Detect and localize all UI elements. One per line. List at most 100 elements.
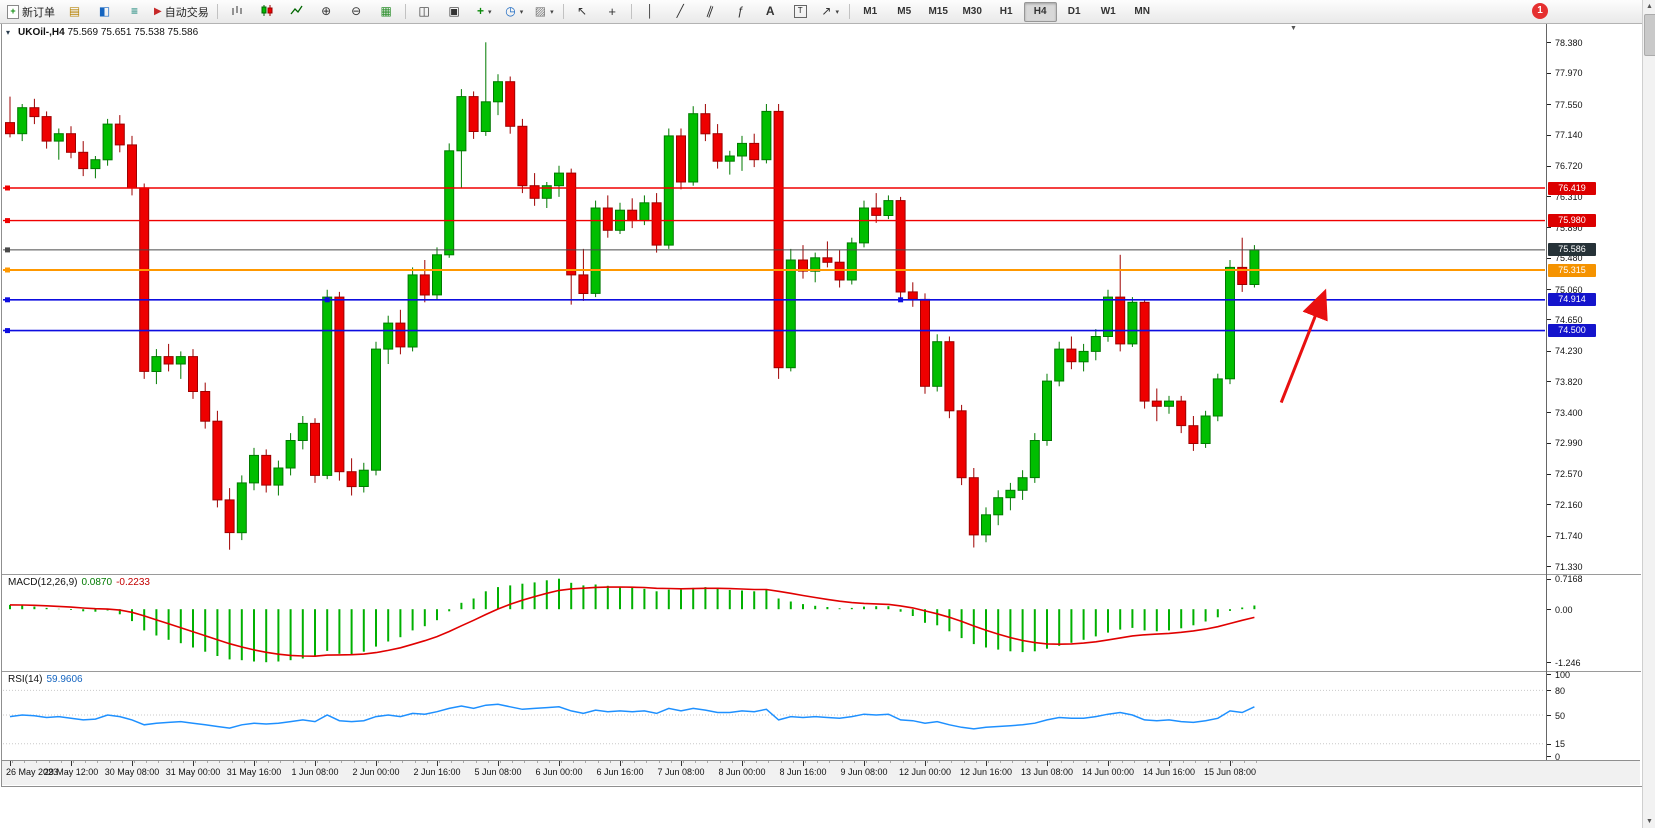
time-minor-tick xyxy=(353,761,355,763)
time-axis[interactable]: 26 May 2023 29 May 12:00 30 May 08:00 31 Ma… xyxy=(2,760,1640,785)
time-minor-tick xyxy=(902,761,904,763)
profiles-button[interactable]: ◧ xyxy=(90,1,119,23)
time-label: 8 Jun 16:00 xyxy=(779,767,827,777)
text-label-tool-button[interactable]: T xyxy=(786,1,815,23)
timeframe-W1-button[interactable]: W1 xyxy=(1100,6,1116,17)
time-minor-tick xyxy=(792,761,794,763)
panel-separator[interactable] xyxy=(2,574,1641,575)
macd-tick xyxy=(1547,662,1551,664)
templates-button[interactable]: ▨ ▾ xyxy=(530,1,559,23)
timeframe-M15-button[interactable]: M15 xyxy=(928,6,948,17)
candlestick-chart-type-button[interactable] xyxy=(252,1,281,23)
time-minor-tick xyxy=(1085,761,1087,763)
chart-ohlc-values: 75.569 75.651 75.538 75.586 xyxy=(67,27,199,38)
scrollbar-down-icon[interactable]: ▼ xyxy=(1646,818,1653,825)
chart-title: UKOil-,H4 75.569 75.651 75.538 75.586 xyxy=(18,27,198,38)
scrollbar-thumb[interactable] xyxy=(1644,14,1655,56)
zoom-in-icon: ⊕ xyxy=(321,4,332,18)
timeframe-MN-button[interactable]: MN xyxy=(1134,6,1150,17)
time-minor-tick xyxy=(390,761,392,763)
timeframe-H4-button[interactable]: H4 xyxy=(1023,1,1057,22)
timeframe-M5-button[interactable]: M5 xyxy=(897,6,912,17)
chart-shift-marker-icon[interactable]: ▼ xyxy=(1290,25,1297,32)
time-minor-tick xyxy=(60,761,62,763)
vertical-scrollbar[interactable]: ▲ ▼ xyxy=(1642,0,1655,828)
timeframe-D1-button[interactable]: D1 xyxy=(1067,6,1081,17)
time-label: 7 Jun 08:00 xyxy=(657,767,705,777)
price-tick xyxy=(1547,381,1551,383)
time-minor-tick xyxy=(1110,761,1111,763)
price-tick xyxy=(1547,319,1551,321)
arrange-windows-button[interactable]: ◫ xyxy=(410,1,439,23)
price-tick xyxy=(1547,566,1551,568)
price-tick xyxy=(1547,134,1551,136)
timeframe-M30-button[interactable]: M30 xyxy=(962,6,982,17)
time-minor-tick xyxy=(927,761,928,763)
time-minor-tick xyxy=(24,761,26,763)
price-tick xyxy=(1547,196,1551,198)
price-axis[interactable]: 78.380 77.970 77.550 77.140 76.720 76.310 75.8… xyxy=(1547,24,1640,762)
price-tick xyxy=(1547,442,1551,444)
price-line-label: 74.914 xyxy=(1548,293,1596,307)
auto-trading-button[interactable]: ▶ 自动交易 xyxy=(150,1,213,23)
indicators-button[interactable]: + ▾ xyxy=(470,1,499,23)
cursor-tool-button[interactable]: ↖ xyxy=(568,1,597,23)
notification-badge[interactable]: 1 xyxy=(1532,3,1548,19)
zoom-out-button[interactable]: ⊖ xyxy=(342,1,371,23)
new-chart-button[interactable]: ▤ xyxy=(60,1,89,23)
trendline-tool-button[interactable]: ╱ xyxy=(666,1,695,23)
periods-button[interactable]: ◷ ▾ xyxy=(500,1,529,23)
time-minor-tick xyxy=(256,761,257,763)
time-minor-tick xyxy=(48,761,50,763)
time-tick xyxy=(376,761,377,766)
timeframe-H1-button[interactable]: H1 xyxy=(999,6,1013,17)
panel-separator[interactable] xyxy=(2,671,1641,672)
price-tick-label: 77.550 xyxy=(1555,99,1583,110)
zoom-in-button[interactable]: ⊕ xyxy=(312,1,341,23)
market-watch-button[interactable]: ≡ xyxy=(120,1,149,23)
vertical-line-icon: │ xyxy=(646,4,654,18)
time-minor-tick xyxy=(1183,761,1185,763)
time-tick xyxy=(1047,761,1048,766)
time-minor-tick xyxy=(780,761,782,763)
text-tool-icon: A xyxy=(765,4,775,18)
collapse-triangle-icon[interactable]: ▾ xyxy=(6,28,11,37)
time-minor-tick xyxy=(719,761,721,763)
time-minor-tick xyxy=(439,761,440,763)
time-minor-tick xyxy=(817,761,819,763)
time-tick xyxy=(986,761,987,766)
time-minor-tick xyxy=(1195,761,1197,763)
time-label: 14 Jun 00:00 xyxy=(1081,767,1135,777)
scrollbar-up-icon[interactable]: ▲ xyxy=(1646,3,1653,10)
shapes-tool-button[interactable]: ↗ ▾ xyxy=(816,1,845,23)
auto-trading-label: 自动交易 xyxy=(164,6,209,19)
text-tool-button[interactable]: A xyxy=(756,1,785,23)
price-tick-label: 77.970 xyxy=(1555,68,1583,79)
line-chart-type-button[interactable] xyxy=(282,1,311,23)
crosshair-tool-button[interactable]: + xyxy=(598,1,627,23)
bar-chart-icon xyxy=(230,4,243,20)
macd-tick-label: 0.00 xyxy=(1555,604,1573,615)
rsi-tick-label: 100 xyxy=(1555,669,1571,680)
price-tick-label: 72.160 xyxy=(1555,499,1583,510)
new-order-button[interactable]: + 新订单 xyxy=(3,1,59,23)
tile-windows-button[interactable]: ▦ xyxy=(372,1,401,23)
vertical-line-tool-button[interactable]: │ xyxy=(636,1,665,23)
rsi-tick-label: 15 xyxy=(1555,739,1566,750)
price-tick-label: 76.310 xyxy=(1555,191,1583,202)
time-label: 12 Jun 00:00 xyxy=(898,767,952,777)
time-minor-tick xyxy=(744,761,745,763)
chart-shift-button[interactable]: ▣ xyxy=(440,1,469,23)
channel-tool-button[interactable]: ∥ xyxy=(696,1,725,23)
new-order-label: 新订单 xyxy=(22,6,55,19)
timeframe-M1-button[interactable]: M1 xyxy=(863,6,878,17)
time-label: 5 Jun 08:00 xyxy=(474,767,522,777)
time-minor-tick xyxy=(146,761,148,763)
bar-chart-type-button[interactable] xyxy=(222,1,251,23)
new-order-icon: + xyxy=(7,4,19,19)
crosshair-icon: + xyxy=(608,4,616,19)
macd-panel-label: MACD(12,26,9) 0.0870 -0.2233 xyxy=(8,577,150,588)
fibonacci-tool-button[interactable]: ƒ xyxy=(726,1,755,23)
chevron-down-icon: ▾ xyxy=(550,8,554,16)
